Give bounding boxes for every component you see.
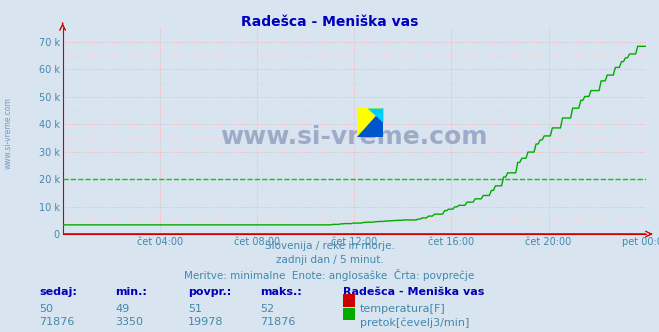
Text: Radešca - Meniška vas: Radešca - Meniška vas — [241, 15, 418, 29]
Text: 19978: 19978 — [188, 317, 223, 327]
Text: www.si-vreme.com: www.si-vreme.com — [221, 125, 488, 149]
Text: 71876: 71876 — [40, 317, 75, 327]
Text: 49: 49 — [115, 304, 130, 314]
Text: www.si-vreme.com: www.si-vreme.com — [3, 97, 13, 169]
Text: zadnji dan / 5 minut.: zadnji dan / 5 minut. — [275, 255, 384, 265]
Text: sedaj:: sedaj: — [40, 287, 77, 297]
Text: 50: 50 — [40, 304, 53, 314]
Text: 52: 52 — [260, 304, 274, 314]
Text: min.:: min.: — [115, 287, 147, 297]
Text: maks.:: maks.: — [260, 287, 302, 297]
Text: Meritve: minimalne  Enote: anglosaške  Črta: povprečje: Meritve: minimalne Enote: anglosaške Črt… — [185, 269, 474, 281]
Text: 71876: 71876 — [260, 317, 296, 327]
Text: 3350: 3350 — [115, 317, 143, 327]
Text: Radešca - Meniška vas: Radešca - Meniška vas — [343, 287, 484, 297]
Text: 51: 51 — [188, 304, 202, 314]
Text: pretok[čevelj3/min]: pretok[čevelj3/min] — [360, 317, 469, 328]
Text: povpr.:: povpr.: — [188, 287, 231, 297]
Text: temperatura[F]: temperatura[F] — [360, 304, 445, 314]
Text: Slovenija / reke in morje.: Slovenija / reke in morje. — [264, 241, 395, 251]
